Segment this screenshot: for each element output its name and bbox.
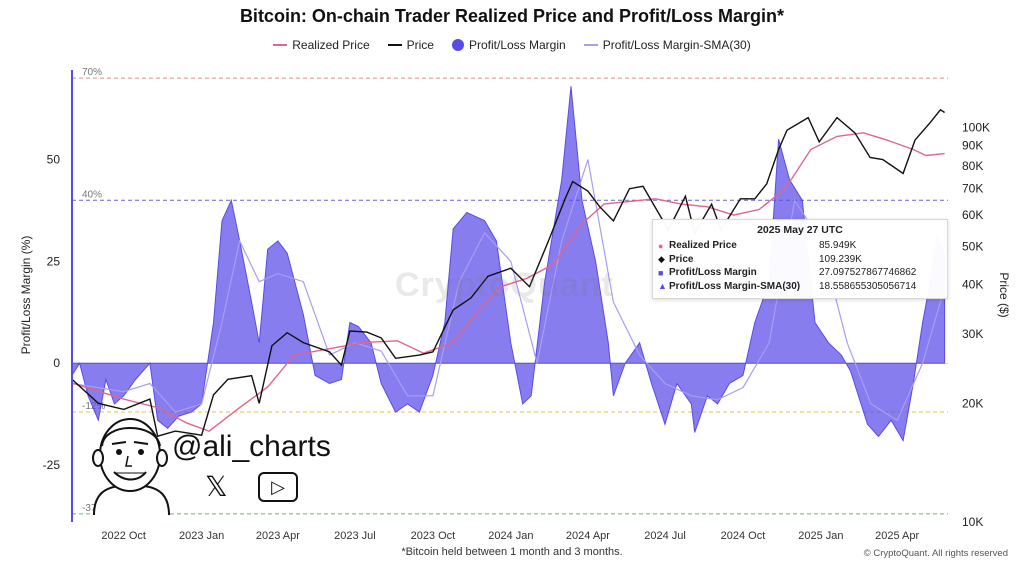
x-tick-label: 2025 Apr [875,530,919,542]
legend-item-realized-price[interactable]: Realized Price [273,38,370,52]
y-right-tick-label: 40K [962,278,983,292]
y-left-axis-title: Profit/Loss Margin (%) [19,236,33,355]
tooltip-value: 85.949K [819,240,857,252]
data-tooltip: 2025 May 27 UTC ● Realized Price 85.949K… [652,219,948,299]
x-tick-label: 2023 Apr [256,530,300,542]
x-tick-label: 2023 Jan [179,530,224,542]
author-handle: @ali_charts [172,430,331,463]
x-icon[interactable]: 𝕏 [205,471,228,502]
legend-swatch [451,39,464,51]
reference-line-label: 70% [82,67,102,78]
tooltip-row-margin-sma: ▲ Profit/Loss Margin-SMA(30) 18.55865530… [653,280,947,294]
legend-swatch [273,44,288,46]
footnote: *Bitcoin held between 1 month and 3 mont… [401,546,623,558]
tooltip-date: 2025 May 27 UTC [757,224,843,236]
tooltip-label: Realized Price [669,240,737,252]
chart-title: Bitcoin: On-chain Trader Realized Price … [239,6,785,26]
tooltip-value: 18.558655305056714 [819,280,917,292]
legend-label: Profit/Loss Margin-SMA(30) [602,38,751,52]
x-tick-label: 2023 Jul [334,530,376,542]
series-profit-loss-margin-area[interactable] [71,86,946,443]
series-margin-sma-line[interactable] [71,159,946,422]
legend-item-margin-sma[interactable]: Profit/Loss Margin-SMA(30) [583,38,751,52]
y-right-tick-label: 70K [962,182,983,196]
legend: Realized Price Price Profit/Loss Margin … [0,38,1024,52]
y-left-tick-label: 50 [47,153,61,167]
legend-item-profit-loss-margin[interactable]: Profit/Loss Margin [451,38,566,52]
tooltip-value: 27.097527867746862 [819,267,917,279]
x-tick-label: 2023 Oct [411,530,456,542]
y-right-tick-label: 90K [962,139,983,153]
legend-label: Price [406,38,434,52]
tooltip-marker: ● [658,240,664,251]
tooltip-row-realized-price: ● Realized Price 85.949K [653,239,947,253]
y-left-tick-label: 25 [47,254,61,268]
x-tick-label: 2024 Apr [566,530,610,542]
legend-item-price[interactable]: Price [387,38,434,52]
y-right-tick-label: 80K [962,159,983,173]
y-right-tick-label: 20K [962,396,983,410]
y-right-tick-label: 50K [962,239,983,253]
tooltip-label: Profit/Loss Margin-SMA(30) [669,280,801,292]
x-tick-label: 2024 Jan [488,530,533,542]
legend-swatch [387,44,402,46]
avatar [92,418,170,516]
tooltip-marker: ▲ [658,281,667,292]
tooltip-label: Profit/Loss Margin [669,267,757,279]
series-price-line[interactable] [71,108,945,438]
youtube-icon[interactable]: ▷ [258,472,298,502]
y-right-tick-label: 10K [962,515,983,529]
y-left-tick-label: -25 [43,458,61,472]
x-tick-label: 2025 Jan [798,530,843,542]
tooltip-marker: ■ [658,267,664,278]
tooltip-row-price: ◆ Price 109.239K [653,253,947,267]
y-left-tick-label: 0 [53,356,60,370]
series-realized-price-line[interactable] [71,132,945,432]
legend-label: Realized Price [292,38,370,52]
legend-swatch [583,44,598,46]
tooltip-label: Price [669,253,694,265]
legend-label: Profit/Loss Margin [468,38,566,52]
tooltip-value: 109.239K [819,253,862,265]
x-tick-label: 2024 Oct [721,530,766,542]
y-right-axis-title: Price ($) [997,272,1011,317]
watermark: CryptoQuant [395,266,614,304]
y-right-tick-label: 100K [962,121,990,135]
reference-line-label: 40% [82,189,102,200]
tooltip-marker: ◆ [658,253,665,264]
copyright: © CryptoQuant. All rights reserved [863,548,1008,559]
y-right-tick-label: 60K [962,208,983,222]
x-tick-label: 2022 Oct [101,530,146,542]
tooltip-row-margin: ■ Profit/Loss Margin 27.097527867746862 [653,266,947,280]
y-right-tick-label: 30K [962,327,983,341]
x-tick-label: 2024 Jul [644,530,686,542]
